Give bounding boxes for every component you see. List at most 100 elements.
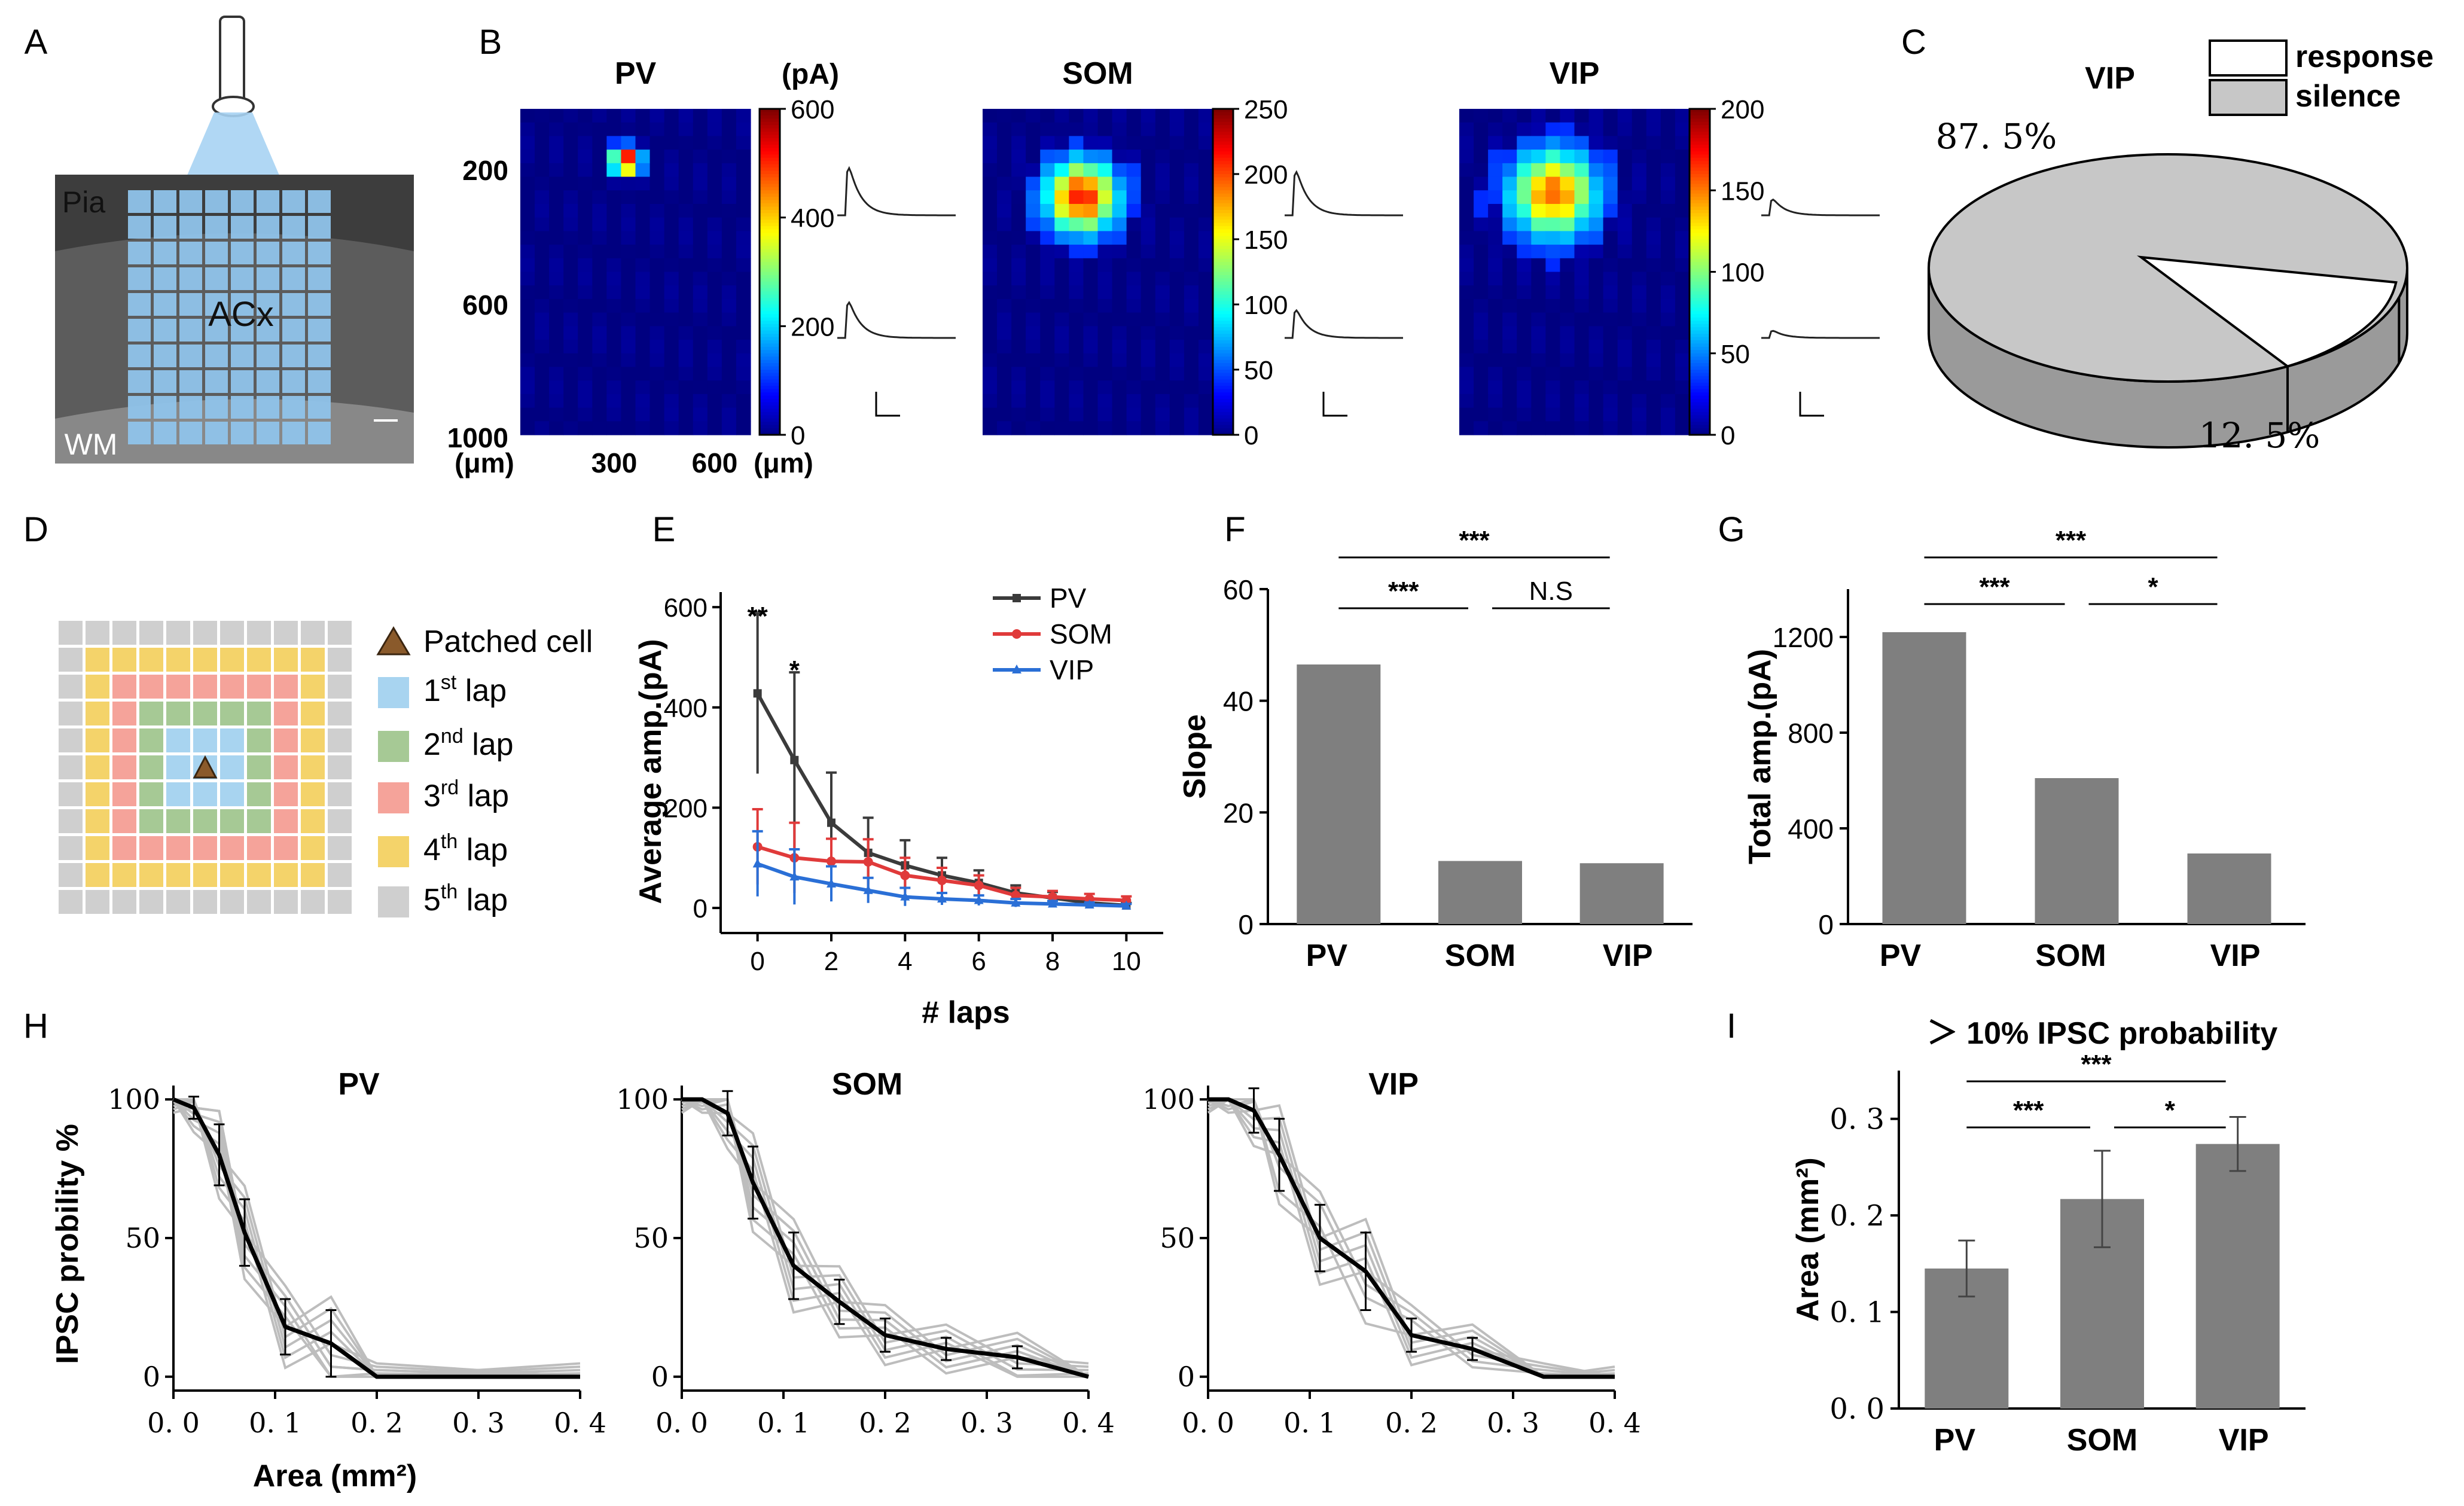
grid-cell-lap-3 bbox=[112, 755, 136, 779]
pie-title: VIP bbox=[2085, 61, 2135, 96]
heatmap-pixel bbox=[1545, 122, 1561, 137]
x-unit-label: (μm) bbox=[754, 447, 813, 478]
heatmap-pixel bbox=[1026, 326, 1041, 340]
colorbar-segment bbox=[1690, 366, 1710, 370]
heatmap-pixel bbox=[707, 394, 722, 408]
heatmap-pixel bbox=[1069, 231, 1084, 245]
heatmap-pixel bbox=[1069, 203, 1084, 218]
heatmap-pixel bbox=[1574, 312, 1590, 327]
bar-pv bbox=[1882, 632, 1966, 924]
heatmap-pixel bbox=[1502, 122, 1517, 137]
stim-grid-cell bbox=[308, 216, 331, 239]
heatmap-pixel bbox=[1502, 394, 1517, 408]
colorbar-segment bbox=[1690, 154, 1710, 158]
colorbar-segment bbox=[1213, 174, 1233, 178]
heatmap-pixel bbox=[664, 367, 679, 381]
legend-label-suffix: lap bbox=[459, 779, 509, 813]
heatmap-pixel bbox=[1459, 163, 1474, 178]
legend-label: 4th lap bbox=[423, 830, 508, 867]
heatmap-pixel bbox=[997, 163, 1012, 178]
heatmap-pixel bbox=[621, 203, 636, 218]
heatmap-pixel bbox=[1660, 298, 1676, 313]
colorbar-segment bbox=[760, 148, 780, 152]
heatmap-pixel bbox=[549, 394, 564, 408]
heatmap-pixel bbox=[664, 190, 679, 205]
heatmap-pixel bbox=[1097, 122, 1113, 137]
stim-grid-cell bbox=[231, 190, 254, 213]
data-point bbox=[1084, 900, 1094, 909]
colorbar-segment bbox=[1213, 399, 1233, 403]
colorbar-segment bbox=[1213, 229, 1233, 234]
stim-grid-cell bbox=[179, 345, 202, 367]
legend-label-main: 3 bbox=[423, 779, 441, 813]
heatmap-pixel bbox=[1502, 285, 1517, 300]
grid-cell-lap-5 bbox=[59, 675, 83, 699]
heatmap-pixel bbox=[1675, 353, 1690, 368]
heatmap-pixel bbox=[563, 258, 578, 273]
heatmap-pixel bbox=[1531, 272, 1546, 286]
heatmap-pixel bbox=[1588, 353, 1604, 368]
heatmap-pixel bbox=[1560, 258, 1575, 273]
heatmap-pixel bbox=[1660, 285, 1676, 300]
heatmap-pixel bbox=[1459, 231, 1474, 245]
heatmap-pixel bbox=[1140, 136, 1156, 150]
heatmap-pixel bbox=[1531, 203, 1546, 218]
heatmap-pixel bbox=[606, 394, 622, 408]
heatmap-pixel bbox=[1011, 421, 1026, 435]
heatmap-pixel bbox=[1660, 109, 1676, 123]
heatmap-pixel bbox=[592, 407, 607, 422]
heatmap-pixel bbox=[1545, 394, 1561, 408]
data-point bbox=[827, 856, 836, 867]
colorbar-segment bbox=[760, 200, 780, 205]
heatmap-pixel bbox=[649, 353, 665, 368]
heatmap-pixel bbox=[1603, 136, 1618, 150]
y-tick-label: 0. 0 bbox=[1829, 1392, 1884, 1426]
heatmap-pixel bbox=[997, 150, 1012, 164]
heatmap-pixel bbox=[535, 421, 550, 435]
legend-label-response: response bbox=[2295, 39, 2433, 74]
heatmap-pixel bbox=[1574, 272, 1590, 286]
chart-title: SOM bbox=[832, 1067, 902, 1102]
colorbar-segment bbox=[1690, 144, 1710, 149]
heatmap-pixel bbox=[1155, 109, 1170, 123]
colorbar-segment bbox=[760, 138, 780, 142]
heatmap-pixel bbox=[1474, 190, 1489, 205]
x-tick-label: 0. 1 bbox=[1283, 1407, 1336, 1439]
colorbar-segment bbox=[760, 386, 780, 390]
heatmap-pixel bbox=[983, 326, 998, 340]
heatmap-pixel bbox=[1198, 190, 1213, 205]
heatmap-pixel bbox=[721, 272, 737, 286]
heatmap-pixel bbox=[721, 163, 737, 178]
heatmap-pixel bbox=[721, 326, 737, 340]
heatmap-pixel bbox=[520, 353, 535, 368]
heatmap-pixel bbox=[1545, 176, 1561, 191]
colorbar-segment bbox=[1690, 170, 1710, 175]
heatmap-pixel bbox=[1112, 258, 1127, 273]
heatmap-pixel bbox=[1488, 380, 1503, 395]
heatmap-pixel bbox=[721, 407, 737, 422]
bar-vip bbox=[1579, 863, 1664, 924]
heatmap-pixel bbox=[1531, 298, 1546, 313]
heatmap-pixel bbox=[1545, 272, 1561, 286]
heatmap-pixel bbox=[1560, 163, 1575, 178]
colorbar-segment bbox=[1213, 294, 1233, 299]
x-tick-label: 0. 3 bbox=[960, 1407, 1013, 1439]
lamp-body bbox=[219, 16, 245, 108]
heatmap-pixel bbox=[606, 163, 622, 178]
legend-label: 3rd lap bbox=[423, 776, 509, 813]
heatmap-pixel bbox=[1459, 203, 1474, 218]
heatmap-pixel bbox=[1517, 122, 1532, 137]
grid-cell-lap-4 bbox=[86, 675, 109, 699]
heatmap-pixel bbox=[1054, 203, 1069, 218]
heatmap-pixel bbox=[1588, 231, 1604, 245]
colorbar-segment bbox=[1690, 118, 1710, 123]
colorbar-segment bbox=[1690, 278, 1710, 282]
colorbar-segment bbox=[1213, 431, 1233, 435]
heatmap-pixel bbox=[1459, 367, 1474, 381]
heatmap-pixel bbox=[1198, 272, 1213, 286]
x-tick-label: SOM bbox=[1445, 938, 1515, 973]
heatmap-pixel bbox=[1574, 258, 1590, 273]
heatmap-pixel bbox=[549, 231, 564, 245]
heatmap-pixel bbox=[1026, 258, 1041, 273]
